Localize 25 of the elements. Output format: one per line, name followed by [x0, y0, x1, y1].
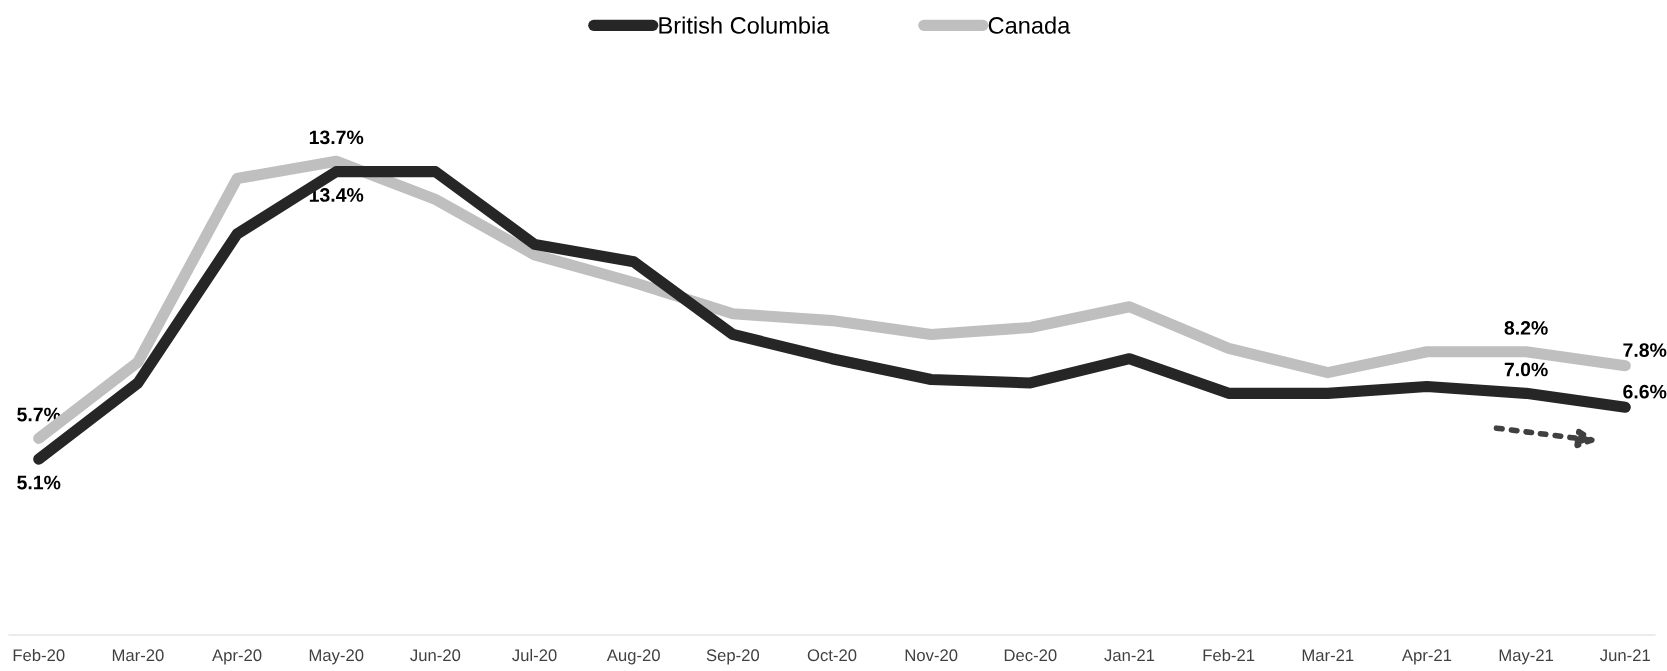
- x-tick-label: Feb-20: [13, 648, 65, 662]
- x-tick-label: Jan-21: [1104, 649, 1155, 662]
- x-tick-label: Jun-20: [410, 649, 461, 662]
- x-tick-label: Jul-20: [512, 648, 557, 662]
- legend-label: Canada: [988, 16, 1071, 34]
- data-label: 5.1%: [17, 475, 61, 490]
- data-label: 7.8%: [1623, 343, 1667, 357]
- x-tick-label: Nov-20: [905, 649, 958, 662]
- data-label: 7.0%: [1504, 362, 1548, 377]
- data-label: 13.7%: [309, 130, 364, 145]
- x-tick-label: Feb-21: [1203, 648, 1255, 662]
- x-tick-label: Aug-20: [606, 649, 660, 665]
- data-label: 8.2%: [1504, 321, 1548, 335]
- x-tick-label: Apr-21: [1401, 649, 1452, 665]
- x-tick-label: Mar-20: [112, 649, 164, 662]
- legend-label: British Columbia: [659, 16, 830, 34]
- x-tick-label: May-20: [309, 649, 364, 665]
- x-tick-label: Oct-20: [807, 649, 857, 662]
- x-tick-label: Sep-20: [706, 649, 760, 665]
- data-label: 6.6%: [1623, 384, 1667, 399]
- x-tick-label: Mar-21: [1302, 649, 1354, 662]
- x-tick-label: Dec-20: [1004, 649, 1057, 662]
- x-tick-label: Apr-20: [212, 649, 262, 665]
- x-tick-label: May-21: [1499, 649, 1554, 665]
- x-tick-label: Jun-21: [1600, 649, 1650, 662]
